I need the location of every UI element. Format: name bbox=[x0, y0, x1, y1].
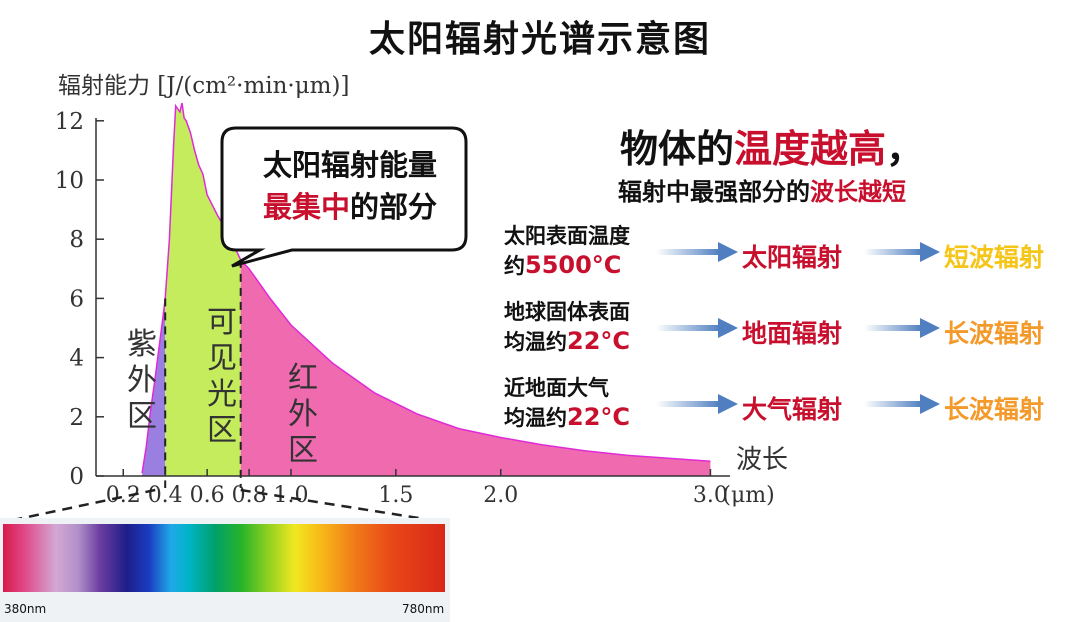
row-radiation-source: 太阳辐射 bbox=[742, 243, 843, 272]
row-cond-line1: 太阳表面温度 bbox=[504, 224, 630, 248]
row-condition: 太阳表面温度 约5500°C bbox=[504, 222, 630, 281]
y-tick-label: 4 bbox=[69, 346, 84, 372]
x-tick-label: 0.6 bbox=[190, 483, 225, 508]
rule-head-a: 物体的 bbox=[620, 127, 735, 171]
row-cond-line2: 均温约22°C bbox=[504, 403, 631, 431]
uv-region-label: 紫外区 bbox=[127, 327, 157, 434]
arrow-icon bbox=[864, 242, 940, 262]
row-condition: 近地面大气 均温约22°C bbox=[504, 374, 630, 433]
rule-head-red: 温度越高 bbox=[734, 127, 887, 171]
x-unit-label: (μm) bbox=[722, 483, 774, 508]
x-tick-label: 2.0 bbox=[483, 483, 518, 508]
arrow-icon bbox=[656, 318, 738, 338]
y-tick-label: 2 bbox=[69, 405, 84, 431]
row-radiation-type: 长波辐射 bbox=[944, 395, 1045, 424]
row-radiation-source: 大气辐射 bbox=[742, 395, 843, 424]
arrow-icon bbox=[656, 242, 738, 262]
y-tick-label: 0 bbox=[69, 464, 84, 490]
ir-region-area bbox=[240, 259, 711, 476]
radiation-row-ground: 地球固体表面 均温约22°C 地面辐射 长波辐射 bbox=[504, 298, 1080, 358]
y-tick-label: 10 bbox=[55, 168, 84, 194]
radiation-row-sun: 太阳表面温度 约5500°C 太阳辐射 短波辐射 bbox=[504, 222, 1080, 282]
rule-sub-a: 辐射中最强部分的 bbox=[618, 178, 810, 206]
callout-bubble bbox=[220, 126, 468, 268]
x-tick-label: 0.4 bbox=[148, 483, 183, 508]
y-axis-label: 辐射能力 [J/(cm²·min·μm)] bbox=[58, 73, 350, 99]
spectrum-left-label: 380nm bbox=[4, 602, 47, 616]
row-radiation-type: 长波辐射 bbox=[944, 319, 1045, 348]
arrow-icon bbox=[656, 394, 738, 414]
x-axis-name: 波长 bbox=[736, 445, 788, 475]
row-radiation-type: 短波辐射 bbox=[944, 243, 1045, 272]
spectrum-connector-left bbox=[3, 488, 156, 524]
x-tick-label: 3.0 bbox=[693, 483, 728, 508]
rule-sub-red: 波长越短 bbox=[810, 178, 906, 206]
row-cond-line1: 近地面大气 bbox=[504, 376, 609, 400]
row-temp: 5500°C bbox=[525, 251, 622, 279]
x-tick-label: 1.5 bbox=[378, 483, 413, 508]
row-temp: 22°C bbox=[567, 403, 631, 431]
callout-highlight: 最集中 bbox=[262, 190, 350, 224]
spectrum-connector-right bbox=[240, 488, 445, 524]
y-tick-label: 6 bbox=[69, 286, 84, 312]
callout-line1: 太阳辐射能量 bbox=[262, 148, 437, 182]
row-radiation-source: 地面辐射 bbox=[742, 319, 843, 348]
row-cond-line2: 约5500°C bbox=[504, 251, 622, 279]
row-cond-line2: 均温约22°C bbox=[504, 327, 631, 355]
visible-region-label: 可见光区 bbox=[207, 305, 237, 448]
rule-head-b: ， bbox=[886, 127, 925, 171]
ir-region-label: 红外区 bbox=[288, 361, 318, 468]
page-title: 太阳辐射光谱示意图 bbox=[368, 19, 711, 60]
rule-subheading: 辐射中最强部分的波长越短 bbox=[618, 172, 906, 207]
y-tick-label: 8 bbox=[69, 227, 84, 253]
radiation-row-atmosphere: 近地面大气 均温约22°C 大气辐射 长波辐射 bbox=[504, 374, 1080, 434]
row-condition: 地球固体表面 均温约22°C bbox=[504, 298, 630, 357]
visible-spectrum-band bbox=[3, 524, 445, 592]
callout-rest: 的部分 bbox=[350, 190, 438, 224]
row-cond-line1: 地球固体表面 bbox=[504, 300, 630, 324]
callout-line2: 最集中的部分 bbox=[232, 186, 468, 228]
rule-heading: 物体的温度越高， bbox=[620, 118, 924, 173]
x-tick-label: 0.8 bbox=[232, 483, 267, 508]
visible-region-area bbox=[165, 103, 241, 476]
x-tick-label: 0.2 bbox=[106, 483, 141, 508]
uv-region-area bbox=[142, 298, 166, 476]
y-tick-label: 12 bbox=[55, 109, 84, 135]
arrow-icon bbox=[864, 318, 940, 338]
spectrum-right-label: 780nm bbox=[402, 602, 445, 616]
arrow-icon bbox=[864, 394, 940, 414]
row-temp: 22°C bbox=[567, 327, 631, 355]
callout-text: 太阳辐射能量 最集中的部分 bbox=[232, 144, 468, 228]
